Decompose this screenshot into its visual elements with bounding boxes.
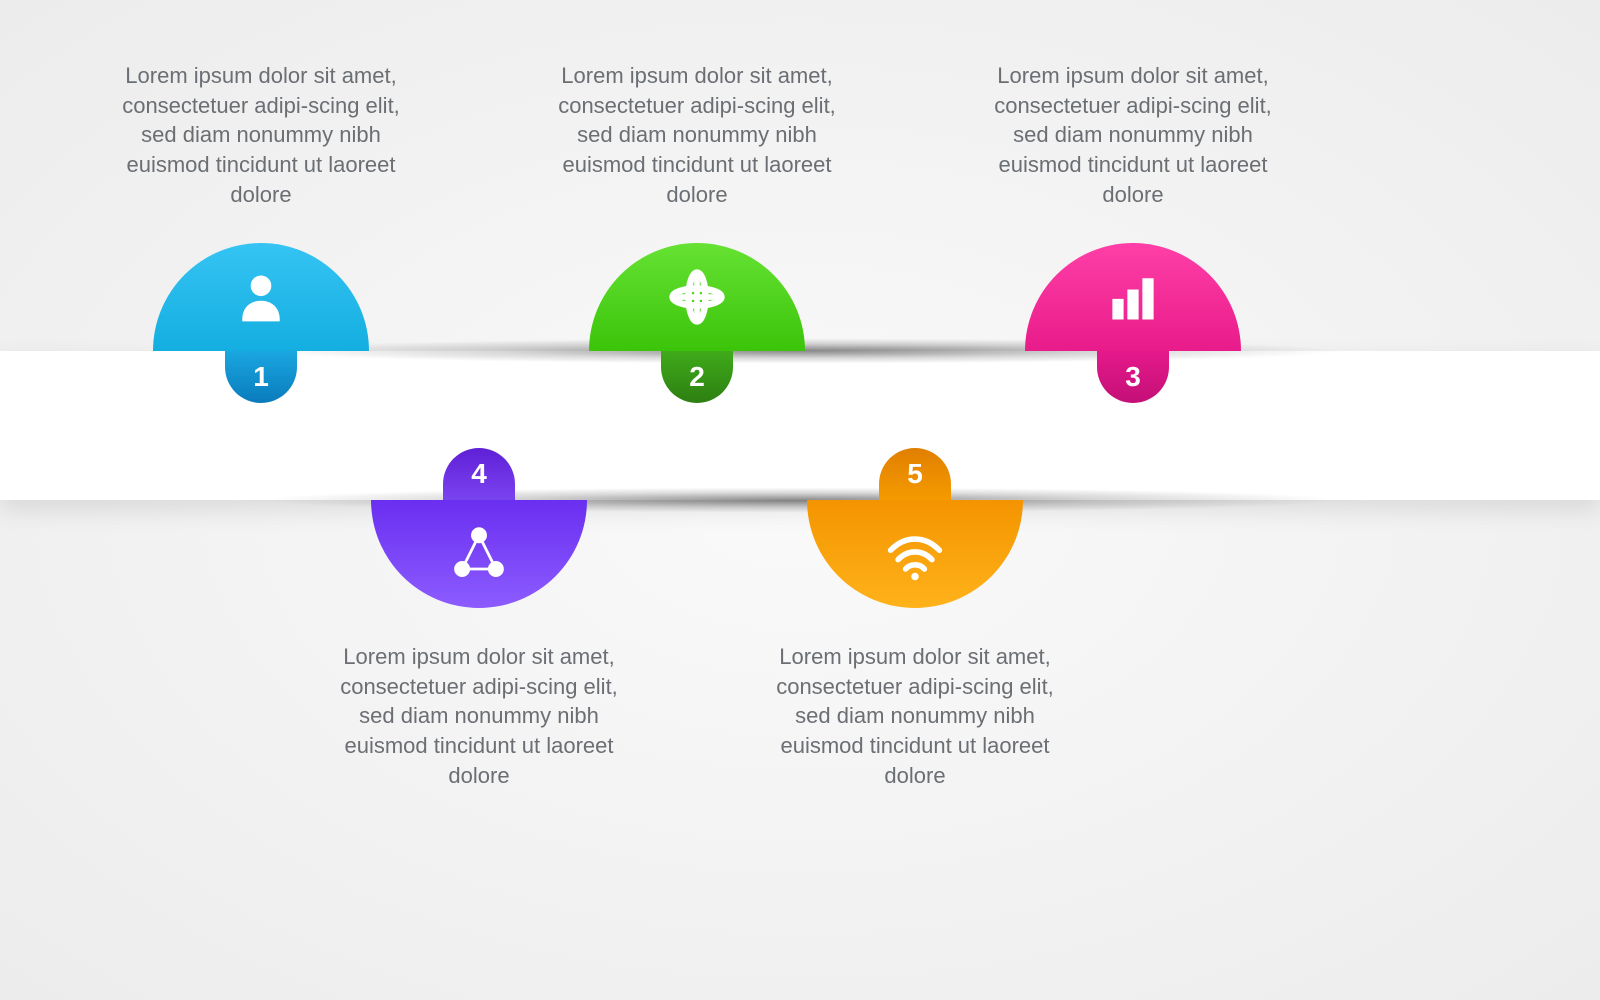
step-4-text: Lorem ipsum dolor sit amet, consectetuer… <box>334 642 624 790</box>
step-2-text: Lorem ipsum dolor sit amet, consectetuer… <box>552 61 842 209</box>
person-icon <box>231 267 291 327</box>
step-3-number-tab: 3 <box>1097 351 1169 403</box>
step-4-icon-disc <box>371 500 587 608</box>
step-5-number-tab: 5 <box>879 448 951 500</box>
step-2: Lorem ipsum dolor sit amet, consectetuer… <box>547 0 847 403</box>
bars-icon <box>1103 267 1163 327</box>
step-3-text: Lorem ipsum dolor sit amet, consectetuer… <box>988 61 1278 209</box>
step-3: Lorem ipsum dolor sit amet, consectetuer… <box>983 0 1283 403</box>
step-1-text: Lorem ipsum dolor sit amet, consectetuer… <box>116 61 406 209</box>
step-3-number: 3 <box>1125 361 1141 393</box>
step-1-number: 1 <box>253 361 269 393</box>
step-3-badge: 3 <box>1025 243 1241 403</box>
step-1-badge: 1 <box>153 243 369 403</box>
network-icon <box>449 524 509 584</box>
step-5-number: 5 <box>907 458 923 490</box>
step-5-icon-disc <box>807 500 1023 608</box>
step-4-badge: 4 <box>371 448 587 608</box>
step-4-number-tab: 4 <box>443 448 515 500</box>
step-1-number-tab: 1 <box>225 351 297 403</box>
step-2-badge: 2 <box>589 243 805 403</box>
step-3-icon-disc <box>1025 243 1241 351</box>
step-2-icon-disc <box>589 243 805 351</box>
step-2-number-tab: 2 <box>661 351 733 403</box>
step-1-icon-disc <box>153 243 369 351</box>
wifi-icon <box>885 524 945 584</box>
step-2-number: 2 <box>689 361 705 393</box>
step-5-text: Lorem ipsum dolor sit amet, consectetuer… <box>770 642 1060 790</box>
step-4-number: 4 <box>471 458 487 490</box>
step-5-badge: 5 <box>807 448 1023 608</box>
step-1: Lorem ipsum dolor sit amet, consectetuer… <box>111 0 411 403</box>
globe-icon <box>667 267 727 327</box>
